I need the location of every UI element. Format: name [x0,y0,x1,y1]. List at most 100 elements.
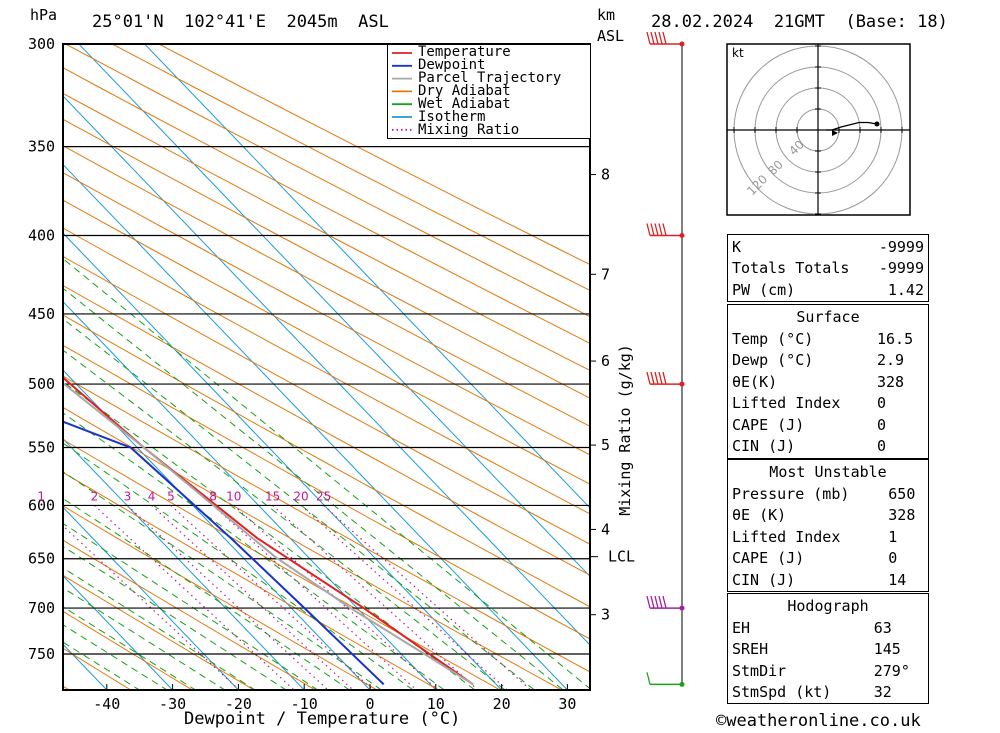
pressure-tick-label: 500 [28,375,55,393]
km-tick-label: 7 [601,265,610,283]
dewpoint-line [63,420,385,686]
hodo-value: 279° [873,661,910,680]
dry-adiabat-line [63,505,378,690]
dry-adiabat-line [63,314,590,608]
wind-barb-feather [650,31,655,45]
wind-barb-feather [662,595,667,609]
mu-label: CIN (J) [732,570,796,589]
isotherm-line [0,0,48,697]
surface-label: θE(K) [732,372,778,391]
isotherm-line [63,438,305,690]
legend-entry-isotherm: Isotherm [418,109,486,125]
legend: Temperature Dewpoint Parcel Trajectory D… [387,44,591,139]
km-tick-label: 3 [601,606,610,624]
wind-barb-feather [654,371,659,385]
hodo-value: 145 [873,640,901,659]
surface-value: 328 [877,372,905,391]
wet-adiabat-line [63,287,565,690]
mu-value: 1 [888,527,898,546]
parcel-trajectory-line [63,381,474,686]
dry-adiabat-line [63,172,590,456]
mixing-ratio-label: 20 [293,489,308,503]
dry-adiabat-line [63,610,194,690]
wind-barb-feather [646,672,651,685]
dry-adiabat-line [63,375,590,673]
pressure-tick-label: 650 [28,550,55,568]
hodo-value: 32 [873,683,892,702]
asl-label: ASL [597,27,625,45]
mu-value: 14 [888,570,907,589]
index-value: -9999 [878,237,924,256]
mu-label: Pressure (mb) [732,484,850,503]
surface-value: 0 [877,394,887,413]
plot-frame [62,43,591,691]
km-axis-unit: km [597,6,616,24]
km-tick-label: 8 [601,166,610,184]
hodo-label: SREH [732,640,769,659]
isotherm-line [63,369,371,690]
dry-adiabat-line [63,284,590,576]
pressure-tick-label: 300 [28,35,55,53]
hodograph-stats-title: Hodograph [787,597,869,615]
index-label: K [732,237,742,256]
wind-barb-feather [662,371,667,385]
x-tick-label: 30 [558,695,576,713]
isotherm-line [78,44,590,578]
mixing-ratio-label: 5 [167,489,175,503]
temperature-line [63,376,474,686]
dry-adiabat-line [63,118,590,399]
pressure-tick-label: 450 [28,305,55,323]
legend-entry-wet-adiabat: Wet Adiabat [418,96,511,112]
index-label: Totals Totals [732,259,850,278]
dry-adiabat-line [63,438,502,690]
surface-label: CAPE (J) [732,415,805,434]
pressure-tick-label: 350 [28,138,55,156]
surface-value: 2.9 [877,351,905,370]
surface-label: CIN (J) [732,437,796,456]
dry-adiabat-line [157,44,590,266]
copyright-link[interactable]: ©weatheronline.co.uk [716,711,921,731]
dry-adiabat-line [64,44,590,318]
mu-label: CAPE (J) [732,549,805,568]
profile-series [63,376,474,686]
x-tick-label: 20 [493,695,511,713]
wind-barb-feather [646,371,651,385]
x-tick-label: 10 [427,695,445,713]
index-row-k: K -9999 [728,236,928,258]
mu-label: Lifted Index [732,527,841,546]
surface-value: 0 [877,437,887,456]
hodograph-unit-label: kt [732,46,744,60]
most-unstable-box: Most Unstable Pressure (mb) 650 θE (K) 328… [727,459,929,592]
dry-adiabat-line [63,67,590,344]
hodograph-trace [826,121,878,131]
legend-swatches [392,52,412,131]
wet-adiabat-line [63,498,351,690]
mixing-ratio-label: 1 [37,489,45,503]
hpa-axis-unit: hPa [30,6,58,24]
isotherm-line [63,506,240,690]
indices-box: K -9999 Totals Totals -9999 PW (cm) 1.42 [727,234,929,302]
dry-adiabat-line [111,44,590,292]
hodo-label: StmSpd (kt) [732,683,832,702]
most-unstable-title: Most Unstable [769,463,887,481]
km-tick-label: 6 [601,352,610,370]
background-lines [0,0,590,697]
wind-barb-feather [662,223,667,236]
hodograph-top-marker [874,121,880,127]
legend-entry-temperature: Temperature [418,44,511,60]
index-label: PW (cm) [732,280,796,299]
wind-barb-feather [658,223,663,236]
index-value: 1.42 [887,280,924,299]
km-tick-label: 5 [601,436,610,454]
wet-adiabat-line [63,349,506,690]
index-value: -9999 [878,259,924,278]
hodo-label: StmDir [732,661,787,680]
pressure-tick-label: 600 [28,496,55,514]
dry-adiabat-line [63,92,590,372]
mixing-ratio-label: 25 [316,489,331,503]
mixing-ratio-line [233,504,439,690]
wet-adiabat-line [63,624,168,690]
surface-box: Surface Temp (°C) 16.5 Dewp (°C) 2.9 θE(K)… [727,304,929,459]
wind-barb-feather [650,595,655,609]
